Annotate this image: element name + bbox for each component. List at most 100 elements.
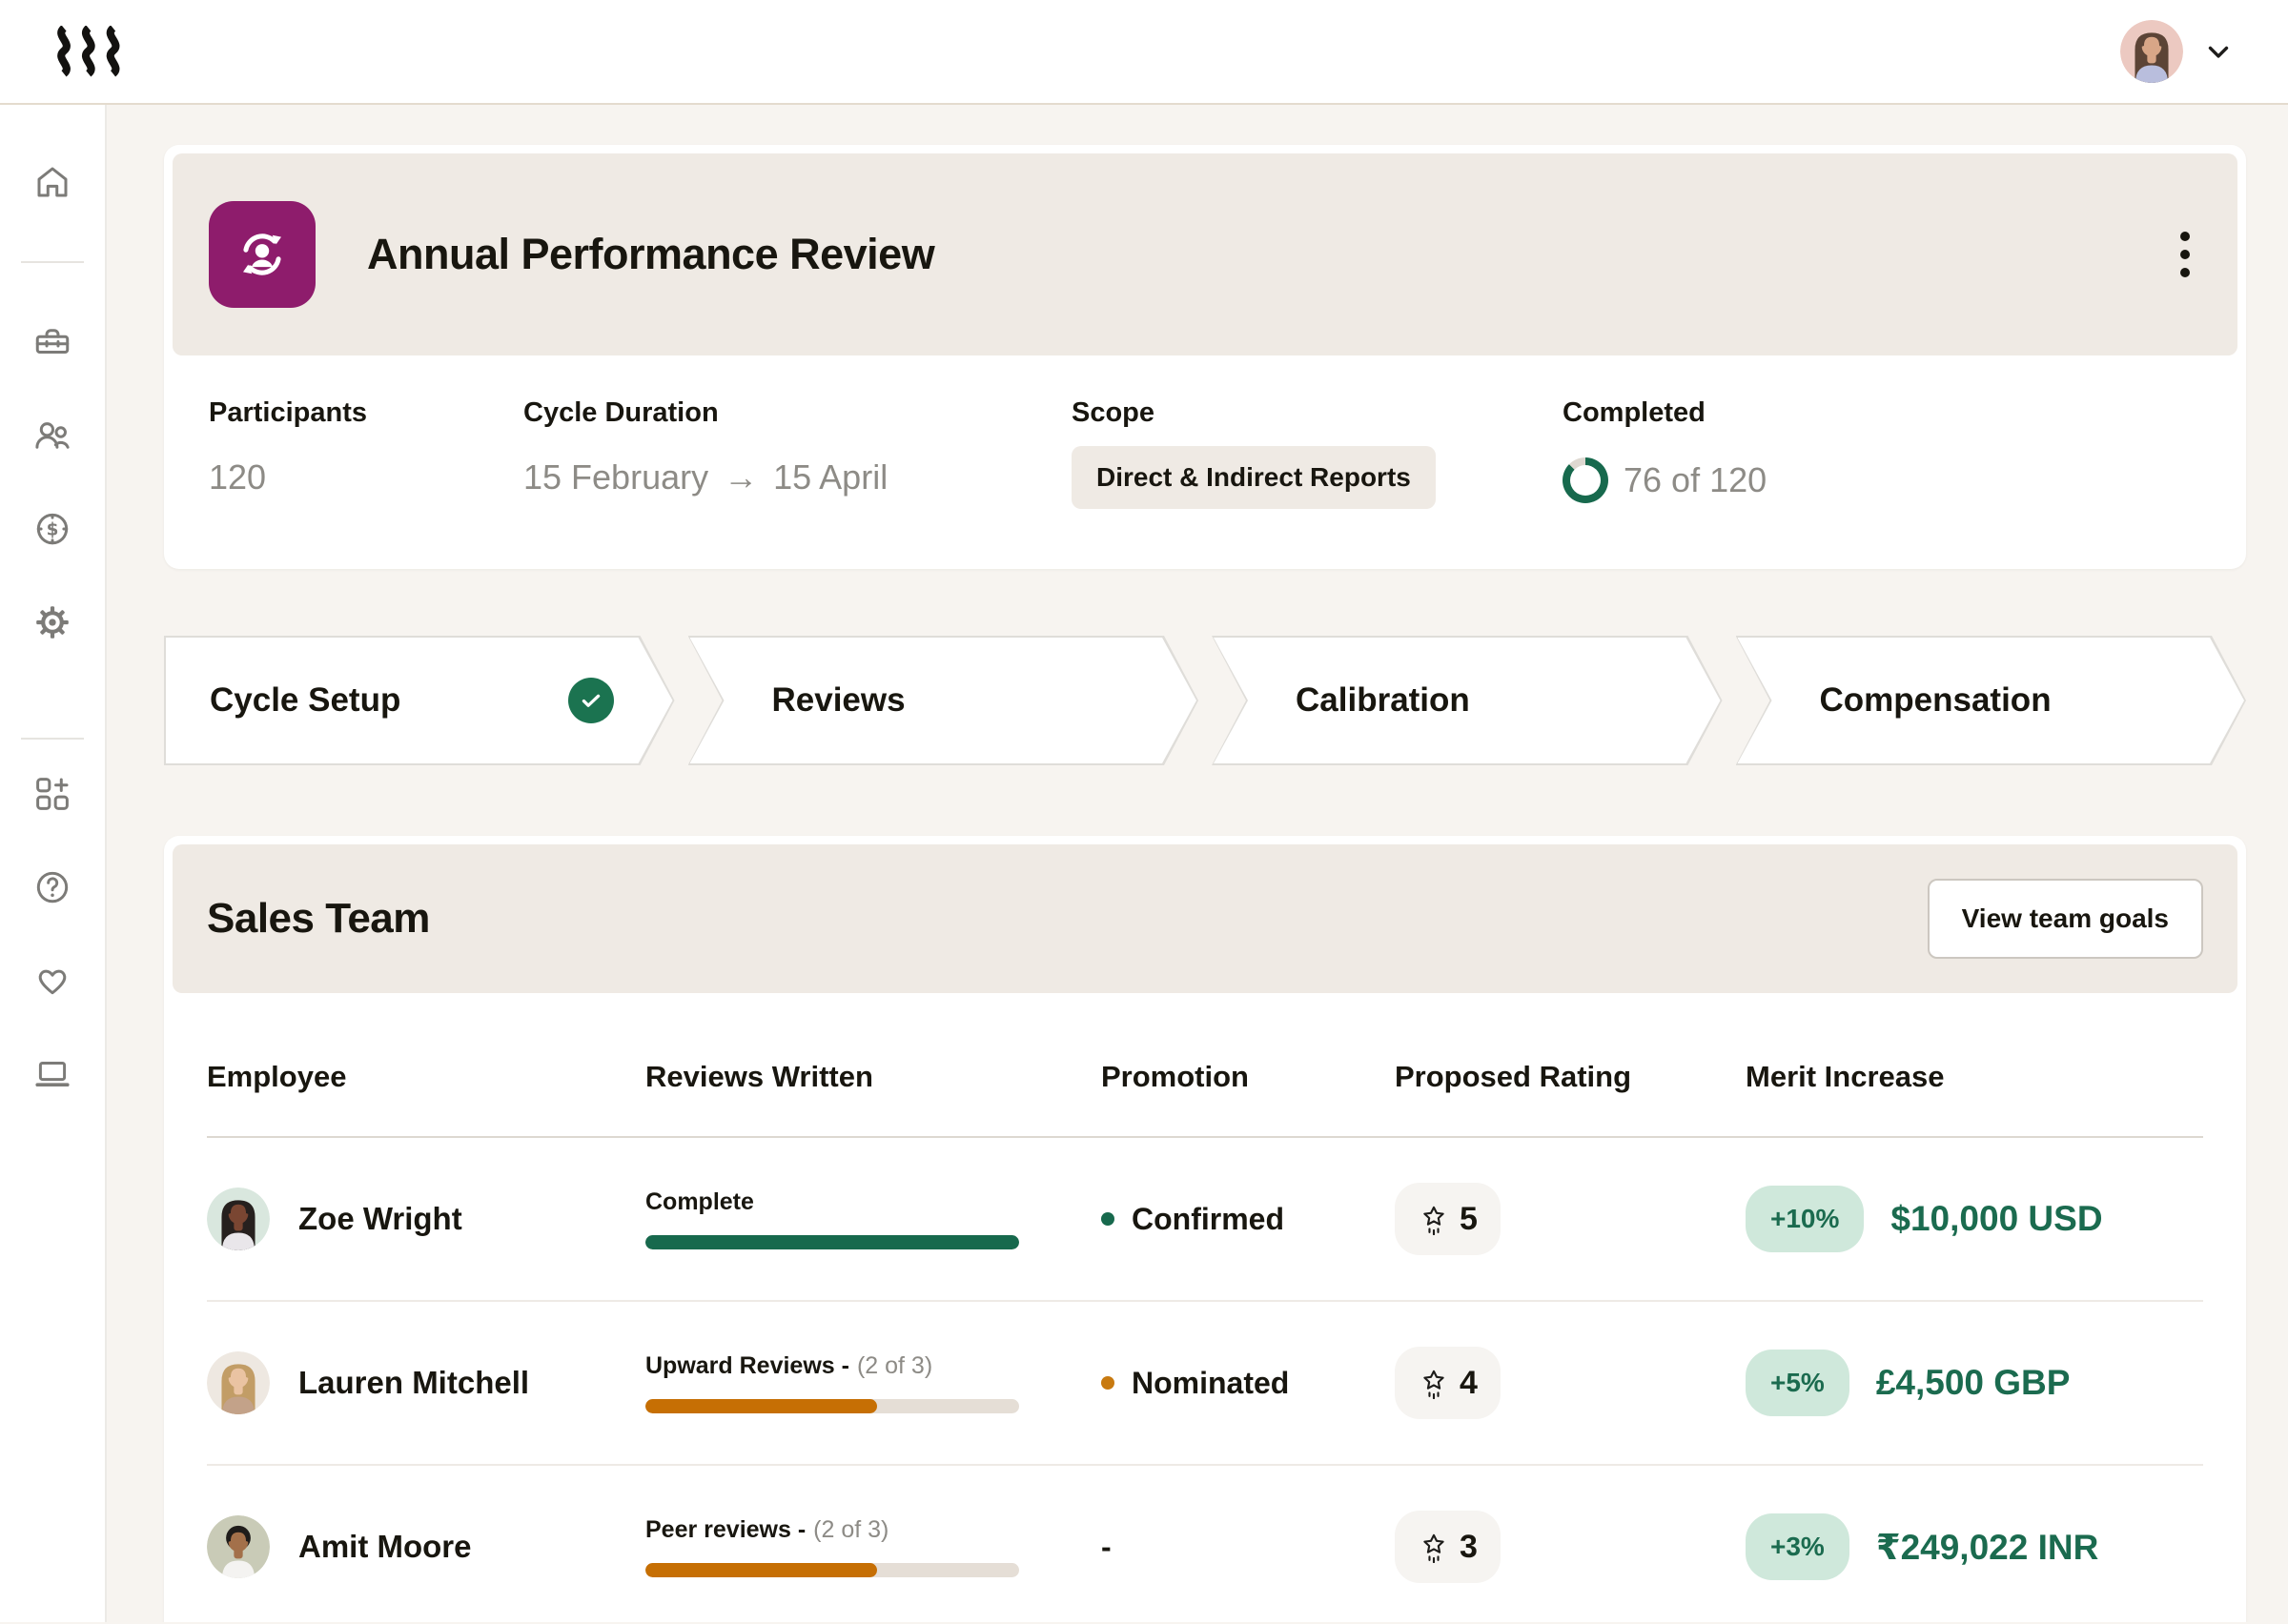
proposed-rating-cell: 5 bbox=[1395, 1183, 1746, 1255]
employee-name: Amit Moore bbox=[298, 1529, 472, 1564]
merit-increase-cell: +10% $10,000 USD bbox=[1746, 1186, 2203, 1252]
step-label: Calibration bbox=[1296, 681, 1470, 719]
employee-cell: Amit Moore bbox=[207, 1515, 645, 1578]
sidebar-divider bbox=[21, 738, 84, 740]
col-promotion: Promotion bbox=[1101, 1060, 1249, 1093]
main-content: Annual Performance Review Participants 1… bbox=[107, 105, 2288, 1622]
merit-amount: $10,000 USD bbox=[1890, 1199, 2103, 1238]
table-row[interactable]: Amit Moore Peer reviews - (2 of 3) - 3 +3… bbox=[207, 1466, 2203, 1622]
sidebar-item-home[interactable] bbox=[19, 149, 86, 215]
employee-name: Lauren Mitchell bbox=[298, 1365, 530, 1400]
merit-percent-pill: +5% bbox=[1746, 1350, 1849, 1416]
sidebar-item-help[interactable] bbox=[19, 854, 86, 921]
team-card-header: Sales Team View team goals bbox=[173, 844, 2237, 993]
sidebar-item-heart[interactable] bbox=[19, 947, 86, 1014]
table-row[interactable]: Lauren Mitchell Upward Reviews - (2 of 3)… bbox=[207, 1302, 2203, 1466]
sidebar-item-laptop[interactable] bbox=[19, 1041, 86, 1107]
sidebar-item-people[interactable] bbox=[19, 402, 86, 469]
col-employee: Employee bbox=[207, 1060, 347, 1093]
review-status-label: Peer reviews - bbox=[645, 1516, 807, 1543]
employee-avatar bbox=[207, 1351, 270, 1414]
rating-value: 4 bbox=[1460, 1364, 1478, 1401]
stat-scope: Scope Direct & Indirect Reports bbox=[1072, 397, 1563, 509]
step-cycle-setup[interactable]: Cycle Setup bbox=[164, 636, 675, 765]
sidebar-item-money[interactable]: $ bbox=[19, 496, 86, 562]
stat-completed: Completed 76 of 120 bbox=[1563, 397, 1767, 509]
promotion-status: Nominated bbox=[1132, 1365, 1290, 1400]
completed-progress-ring bbox=[1563, 457, 1608, 503]
col-merit-increase: Merit Increase bbox=[1746, 1060, 1945, 1093]
review-progress-fill bbox=[645, 1235, 1019, 1249]
promotion-status: - bbox=[1101, 1529, 1112, 1564]
reviews-table: Employee Reviews Written Promotion Propo… bbox=[173, 993, 2237, 1622]
proposed-rating-cell: 4 bbox=[1395, 1347, 1746, 1419]
review-progress-fill bbox=[645, 1399, 878, 1413]
employee-cell: Zoe Wright bbox=[207, 1188, 645, 1250]
check-circle-icon bbox=[567, 678, 614, 723]
review-card: Annual Performance Review Participants 1… bbox=[164, 145, 2246, 569]
heart-icon bbox=[32, 961, 72, 1001]
review-progress-bar bbox=[645, 1563, 1019, 1577]
rising-star-icon bbox=[1423, 1370, 1444, 1399]
review-status-label: Complete bbox=[645, 1188, 754, 1215]
review-status-label: Upward Reviews - bbox=[645, 1352, 849, 1379]
review-progress-fill bbox=[645, 1563, 878, 1577]
reviews-written-cell: Upward Reviews - (2 of 3) bbox=[645, 1352, 1101, 1413]
svg-text:$: $ bbox=[47, 520, 59, 540]
view-team-goals-button[interactable]: View team goals bbox=[1927, 879, 2203, 959]
home-icon bbox=[32, 162, 72, 202]
promotion-cell: - bbox=[1101, 1530, 1395, 1565]
step-calibration[interactable]: Calibration bbox=[1212, 636, 1723, 765]
sidebar-item-toolbox[interactable] bbox=[19, 309, 86, 376]
merit-percent-pill: +3% bbox=[1746, 1513, 1849, 1580]
arrow-right-icon: → bbox=[724, 457, 759, 497]
apps-grid-icon bbox=[32, 774, 72, 814]
completed-count: 76 of 120 bbox=[1624, 460, 1767, 499]
merit-increase-cell: +5% £4,500 GBP bbox=[1746, 1350, 2203, 1416]
step-compensation[interactable]: Compensation bbox=[1736, 636, 2247, 765]
laptop-icon bbox=[32, 1054, 72, 1094]
step-surface bbox=[1214, 638, 1721, 763]
review-card-title: Annual Performance Review bbox=[367, 230, 935, 278]
stat-cycle-duration: Cycle Duration 15 February → 15 April bbox=[523, 397, 889, 497]
promotion-cell: Confirmed bbox=[1101, 1202, 1395, 1237]
review-stats: Participants 120 Cycle Duration 15 Febru… bbox=[173, 355, 2237, 560]
rating-value: 5 bbox=[1460, 1200, 1478, 1237]
chevron-down-icon[interactable] bbox=[2202, 35, 2235, 68]
promotion-status-dot bbox=[1101, 1376, 1114, 1390]
step-label: Cycle Setup bbox=[210, 681, 401, 719]
review-progress-bar bbox=[645, 1399, 1019, 1413]
employee-avatar bbox=[207, 1515, 270, 1578]
rating-pill: 3 bbox=[1395, 1511, 1501, 1583]
help-icon bbox=[32, 867, 72, 907]
sales-team-card: Sales Team View team goals Employee Revi… bbox=[164, 836, 2246, 1622]
topbar bbox=[0, 0, 2288, 105]
stat-participants: Participants 120 bbox=[209, 397, 367, 497]
employee-avatar bbox=[207, 1188, 270, 1250]
rising-star-icon bbox=[1423, 1206, 1444, 1235]
user-avatar[interactable] bbox=[2120, 20, 2183, 83]
review-progress-count: (2 of 3) bbox=[856, 1352, 933, 1379]
step-reviews[interactable]: Reviews bbox=[688, 636, 1199, 765]
reviews-written-cell: Complete bbox=[645, 1188, 1101, 1249]
table-header: Employee Reviews Written Promotion Propo… bbox=[207, 993, 2203, 1138]
promotion-status: Confirmed bbox=[1132, 1201, 1284, 1236]
col-proposed-rating: Proposed Rating bbox=[1395, 1060, 1632, 1093]
reviews-written-cell: Peer reviews - (2 of 3) bbox=[645, 1516, 1101, 1577]
review-progress-bar bbox=[645, 1235, 1019, 1249]
table-row[interactable]: Zoe Wright Complete Confirmed 5 +10% $10… bbox=[207, 1138, 2203, 1302]
employee-name: Zoe Wright bbox=[298, 1201, 462, 1236]
employee-cell: Lauren Mitchell bbox=[207, 1351, 645, 1414]
table-body: Zoe Wright Complete Confirmed 5 +10% $10… bbox=[207, 1138, 2203, 1622]
rating-pill: 5 bbox=[1395, 1183, 1501, 1255]
settings-icon bbox=[32, 602, 72, 642]
review-card-header: Annual Performance Review bbox=[173, 153, 2237, 355]
team-title: Sales Team bbox=[207, 895, 430, 942]
proposed-rating-cell: 3 bbox=[1395, 1511, 1746, 1583]
sidebar-item-apps-grid[interactable] bbox=[19, 761, 86, 827]
kebab-menu-icon[interactable] bbox=[2169, 220, 2201, 289]
toolbox-icon bbox=[32, 322, 72, 362]
rippling-logo[interactable] bbox=[53, 26, 126, 77]
scope-chip: Direct & Indirect Reports bbox=[1072, 446, 1436, 509]
sidebar-item-settings[interactable] bbox=[19, 589, 86, 656]
